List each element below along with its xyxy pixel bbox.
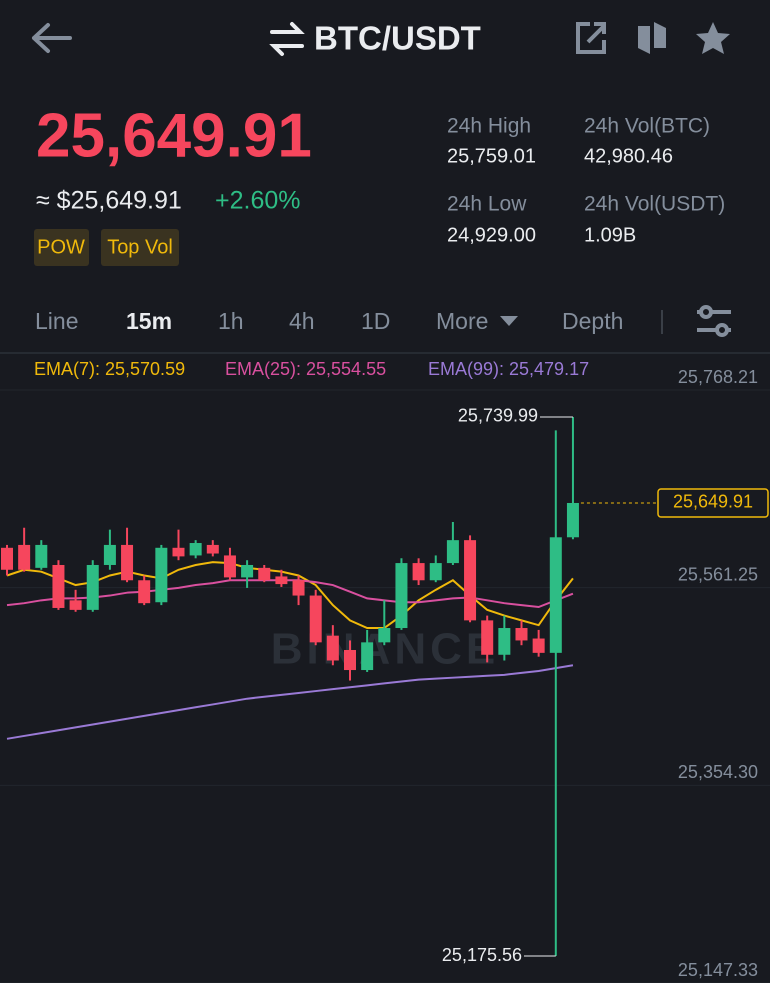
stat-label: 24h Low [447, 193, 527, 216]
stat-value: 42,980.46 [584, 145, 673, 167]
candle-body [138, 580, 151, 604]
tab[interactable]: Depth [562, 308, 623, 334]
candle-body [69, 600, 82, 610]
candle-body [258, 567, 271, 581]
candle-body [498, 628, 511, 655]
y-tick-label: 25,147.33 [678, 960, 758, 980]
candle-body [223, 555, 236, 578]
candle-body [395, 563, 408, 629]
candle-body [309, 595, 322, 643]
high-marker-label: 25,739.99 [458, 406, 538, 426]
candle-body [292, 580, 305, 596]
candle-body [18, 544, 31, 570]
candle-body [35, 544, 48, 568]
stat-value: 24,929.00 [447, 224, 536, 246]
settings-icon[interactable] [697, 305, 731, 337]
tab[interactable]: Line [35, 308, 78, 334]
dropdown-caret [500, 316, 518, 326]
candle-body [429, 563, 442, 581]
stat-label: 24h Vol(USDT) [584, 193, 725, 216]
ema-legend: EMA(7): 25,570.59 [34, 359, 185, 379]
tag[interactable]: POW [37, 236, 85, 258]
candle-body [464, 540, 477, 621]
candle-body [189, 543, 202, 556]
last-price: 25,649.91 [36, 101, 312, 170]
candle-body [86, 564, 99, 610]
candle-body [361, 642, 374, 671]
tab[interactable]: More [436, 308, 488, 334]
candle-body [515, 628, 528, 641]
book-icon[interactable] [638, 22, 666, 54]
back-button[interactable] [32, 23, 72, 53]
ema-legend: EMA(99): 25,479.17 [428, 359, 589, 379]
candle-body [549, 537, 562, 653]
chart: BINANCE25,768.2125,561.2525,354.3025,147… [0, 359, 770, 983]
candle-body [566, 502, 579, 538]
tag-box [101, 229, 179, 266]
y-tick-label: 25,768.21 [678, 367, 758, 387]
candle-body [206, 544, 219, 554]
favorite-star[interactable] [696, 22, 730, 54]
ema-line [6, 561, 574, 630]
price-change: +2.60% [215, 187, 301, 215]
ema-line [6, 664, 574, 740]
candle-body [241, 564, 254, 578]
candle-body [172, 547, 185, 557]
candle-body [481, 620, 494, 655]
candle-body [446, 540, 459, 564]
candle-body [103, 544, 116, 565]
fiat-price: ≈ $25,649.91 [36, 187, 182, 215]
candle-body [412, 563, 425, 581]
low-marker-label: 25,175.56 [442, 945, 522, 965]
tab[interactable]: 4h [289, 308, 315, 334]
tab[interactable]: 1h [218, 308, 244, 334]
candle-body [326, 635, 339, 661]
last-price-box [657, 488, 769, 518]
tag-box [34, 229, 89, 266]
tab-active[interactable]: 15m [126, 308, 172, 334]
candle-body [155, 547, 168, 603]
pair-title[interactable]: BTC/USDT [314, 20, 481, 57]
stat-label: 24h Vol(BTC) [584, 115, 710, 138]
tag[interactable]: Top Vol [107, 236, 173, 258]
stat-label: 24h High [447, 115, 531, 138]
candle-body [378, 628, 391, 643]
stat-value: 1.09B [584, 224, 636, 246]
ema-legend: EMA(25): 25,554.55 [225, 359, 386, 379]
ema-line [6, 579, 574, 609]
candle-body [344, 649, 356, 671]
candle-body [275, 576, 288, 585]
tab[interactable]: 1D [361, 308, 390, 334]
share-icon[interactable] [576, 22, 606, 54]
candle-body [532, 638, 545, 653]
candle-body [52, 564, 65, 608]
stat-value: 25,759.01 [447, 145, 536, 167]
candle-body [1, 547, 13, 570]
y-tick-label: 25,354.30 [678, 762, 758, 782]
last-price-label: 25,649.91 [673, 492, 753, 512]
y-tick-label: 25,561.25 [678, 564, 758, 584]
candle-body [121, 544, 134, 581]
swap-icon[interactable] [269, 22, 305, 56]
